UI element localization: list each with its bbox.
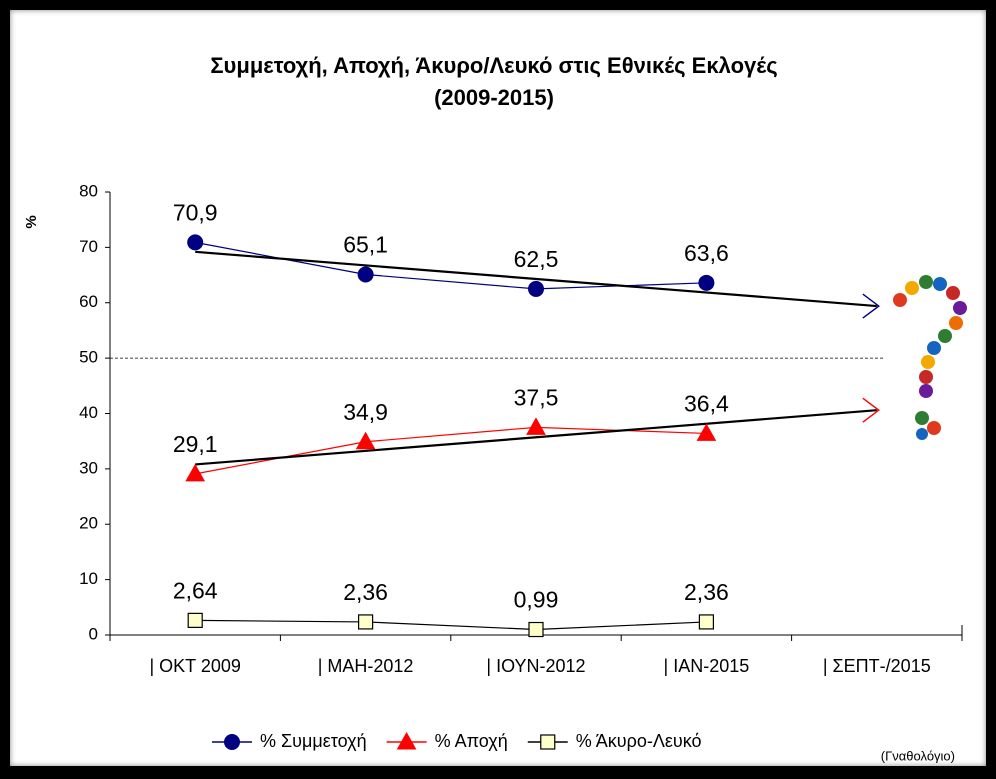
marker <box>357 266 374 283</box>
chart-frame <box>10 10 986 766</box>
marker <box>528 280 544 297</box>
trend-arrow <box>862 293 880 319</box>
x-tick-label: | ΙΑΝ-2015 <box>664 656 750 676</box>
y-tick-label: 20 <box>79 514 98 533</box>
series-line <box>195 619 707 631</box>
data-label: 65,1 <box>343 232 388 258</box>
data-label: 0,99 <box>514 587 559 613</box>
data-label: 70,9 <box>173 199 218 225</box>
series-line <box>195 241 707 290</box>
y-tick-label: 50 <box>79 348 98 367</box>
marker <box>187 234 204 251</box>
legend-label: % Συμμετοχή <box>260 731 367 751</box>
x-tick-label: | ΣΕΠΤ-/2015 <box>823 656 931 676</box>
x-tick-label: | ΜΑΗ-2012 <box>318 656 414 676</box>
y-tick-label: 10 <box>79 569 98 588</box>
chart-title: Συμμετοχή, Αποχή, Άκυρο/Λευκό στις Εθνικ… <box>210 53 777 78</box>
marker <box>528 621 544 638</box>
chart-subtitle: (2009-2015) <box>434 85 554 110</box>
series-line <box>195 426 707 475</box>
data-label: 62,5 <box>514 246 559 272</box>
y-tick-label: 30 <box>79 458 98 477</box>
data-label: 34,9 <box>343 399 388 425</box>
y-tick-label: 80 <box>79 181 98 200</box>
trend-arrow <box>862 397 880 423</box>
trend-line <box>195 250 877 308</box>
data-label: 2,64 <box>173 577 218 603</box>
data-label: 29,1 <box>173 431 218 457</box>
legend-label: % Αποχή <box>435 731 508 751</box>
y-axis-label: % <box>23 215 40 228</box>
marker <box>698 274 715 291</box>
marker <box>187 612 203 628</box>
trend-line <box>195 409 877 466</box>
marker <box>358 614 374 630</box>
data-label: 63,6 <box>684 240 729 266</box>
x-tick-label: | ΟΚΤ 2009 <box>149 656 240 676</box>
marker <box>396 731 417 750</box>
marker <box>355 431 376 450</box>
y-tick-label: 70 <box>79 237 98 256</box>
data-label: 37,5 <box>514 384 559 410</box>
x-tick-label: | ΙΟΥΝ-2012 <box>486 656 585 676</box>
data-label: 2,36 <box>684 579 729 605</box>
data-label: 2,36 <box>343 579 388 605</box>
note: (Γναθολόγιο) <box>881 748 955 763</box>
marker <box>185 463 206 482</box>
marker <box>696 423 717 441</box>
marker <box>224 734 240 750</box>
data-label: 36,4 <box>684 391 729 417</box>
marker <box>698 614 715 630</box>
y-tick-label: 0 <box>89 624 98 643</box>
marker <box>540 734 556 750</box>
marker <box>526 417 546 435</box>
question-mark-icon <box>893 275 967 440</box>
y-tick-label: 40 <box>79 403 98 422</box>
y-tick-label: 60 <box>79 292 98 311</box>
legend-label: % Άκυρο-Λευκό <box>576 731 702 751</box>
